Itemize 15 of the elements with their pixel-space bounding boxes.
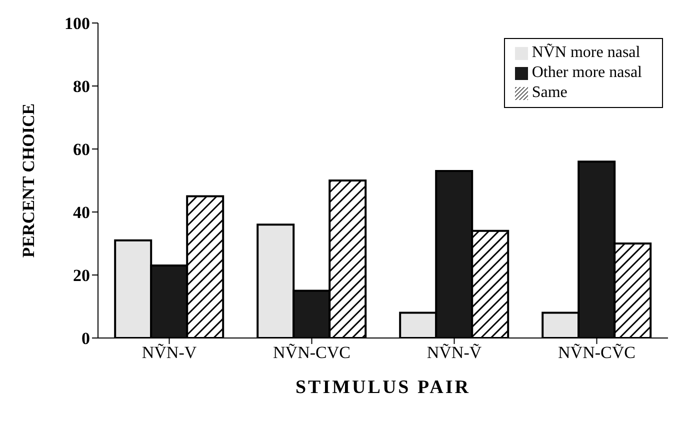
y-tick-label: 20 [73,266,90,286]
y-tick-label: 80 [73,77,90,96]
x-tick-label: NṼN-V [142,343,198,362]
x-axis-title: STIMULUS PAIR [295,377,471,398]
y-tick-label: 100 [64,14,90,34]
legend-label: Same [532,84,568,101]
x-tick-label: NṼN-Ṽ [426,343,482,362]
legend-label: Other more nasal [532,64,642,81]
x-tick-label: NṼN-CṼC [558,343,636,362]
legend-label: NṼN more nasal [532,44,640,61]
y-tick-label: 0 [82,329,90,348]
y-tick-label: 60 [73,140,90,160]
x-tick-label: NṼN-CVC [273,343,350,362]
y-tick-label: 40 [73,203,90,222]
y-axis-title: PERCENT CHOICE [19,103,38,258]
